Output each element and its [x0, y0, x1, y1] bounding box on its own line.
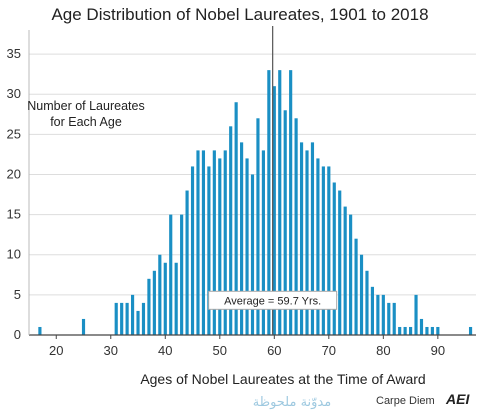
bar-age-44: [185, 190, 189, 335]
bar-age-82: [392, 302, 396, 335]
bar-age-45: [190, 166, 195, 335]
x-tick-90: 90: [431, 343, 445, 358]
bar-age-59: [267, 70, 271, 335]
bar-age-69: [321, 166, 325, 335]
bar-age-35: [136, 310, 140, 335]
footer: مدوّنة ملحوظة Carpe Diem AEI: [253, 391, 471, 410]
bar-age-32: [120, 302, 124, 335]
bar-age-63: [289, 70, 293, 335]
bar-age-61: [278, 70, 282, 335]
bar-age-51: [223, 150, 227, 335]
y-tick-15: 15: [7, 207, 21, 222]
bar-age-76: [359, 254, 364, 335]
bar-age-87: [419, 318, 424, 335]
bar-age-43: [180, 214, 184, 335]
bar-age-77: [365, 270, 369, 335]
bar-age-65: [299, 142, 304, 335]
x-tick-70: 70: [322, 343, 336, 358]
average-marker: Average = 59.7 Yrs.: [208, 26, 338, 335]
legend-line-1: Number of Laureates: [27, 99, 144, 113]
bar-age-85: [409, 326, 413, 335]
bar-age-25: [81, 318, 86, 335]
x-tick-30: 30: [104, 343, 118, 358]
chart-title: Age Distribution of Nobel Laureates, 190…: [51, 5, 428, 24]
bar-age-80: [381, 294, 385, 335]
bar-age-62: [283, 110, 287, 336]
bar-age-37: [147, 278, 151, 335]
bar-age-39: [158, 254, 162, 335]
bar-age-49: [212, 150, 216, 335]
average-label-box: [208, 290, 338, 310]
bar-age-60: [272, 86, 276, 336]
bar-age-36: [141, 302, 146, 335]
bar-age-83: [398, 326, 402, 335]
y-tick-5: 5: [14, 287, 21, 302]
bar-age-52: [229, 126, 233, 335]
bar-age-81: [387, 302, 391, 335]
legend-annotation: Number of Laureates for Each Age: [27, 99, 144, 129]
bar-age-78: [370, 286, 375, 335]
bar-age-74: [349, 214, 353, 335]
y-tick-25: 25: [7, 126, 21, 141]
bar-age-89: [430, 326, 434, 335]
bar-age-72: [338, 190, 342, 335]
bar-age-48: [207, 166, 211, 335]
y-tick-30: 30: [7, 86, 21, 101]
x-tick-60: 60: [267, 343, 281, 358]
bar-age-68: [316, 158, 320, 335]
bar-age-79: [376, 294, 380, 335]
y-tick-10: 10: [7, 247, 21, 262]
x-tick-20: 20: [49, 343, 63, 358]
aei-logo: AEI: [445, 391, 470, 407]
bar-age-38: [152, 270, 156, 335]
bar-age-54: [240, 142, 244, 335]
y-tick-35: 35: [7, 46, 21, 61]
bar-age-73: [343, 206, 347, 335]
axes: [28, 30, 476, 339]
bar-age-71: [332, 182, 336, 335]
x-tick-80: 80: [376, 343, 390, 358]
x-tick-labels: 20 30 40 50 60 70 80 90: [49, 343, 445, 358]
bar-age-50: [218, 158, 222, 335]
bar-age-64: [294, 118, 298, 335]
bar-age-31: [114, 302, 118, 335]
x-axis-label: Ages of Nobel Laureates at the Time of A…: [140, 371, 425, 387]
bar-age-70: [327, 166, 331, 335]
bar-age-41: [169, 214, 173, 335]
y-tick-0: 0: [14, 327, 21, 342]
bar-age-47: [201, 150, 206, 335]
bar-age-42: [174, 262, 178, 335]
bar-age-67: [310, 142, 315, 335]
y-tick-labels: 0 5 10 15 20 25 30 35: [7, 46, 21, 342]
bar-age-56: [250, 174, 255, 335]
bar-age-46: [196, 150, 200, 335]
average-label: Average = 59.7 Yrs.: [224, 295, 321, 307]
bar-age-55: [245, 158, 249, 335]
x-tick-50: 50: [213, 343, 227, 358]
y-tick-20: 20: [7, 166, 21, 181]
bar-age-86: [414, 294, 418, 335]
bar-age-84: [403, 326, 407, 335]
bar-age-58: [261, 150, 265, 335]
bar-age-53: [234, 102, 238, 335]
bar-age-17: [38, 326, 42, 335]
bar-age-96: [468, 326, 473, 335]
bar-age-90: [436, 326, 440, 335]
legend-line-2: for Each Age: [50, 115, 122, 129]
bar-age-66: [305, 150, 309, 335]
bar-age-88: [425, 326, 429, 335]
bar-age-57: [256, 118, 260, 335]
bar-age-34: [130, 294, 135, 335]
bar-age-75: [354, 238, 358, 335]
source-label: Carpe Diem: [376, 395, 435, 407]
bars: [38, 70, 473, 336]
watermark: مدوّنة ملحوظة: [253, 395, 331, 410]
bar-age-40: [163, 262, 167, 335]
bar-age-33: [125, 302, 129, 335]
x-tick-40: 40: [158, 343, 172, 358]
